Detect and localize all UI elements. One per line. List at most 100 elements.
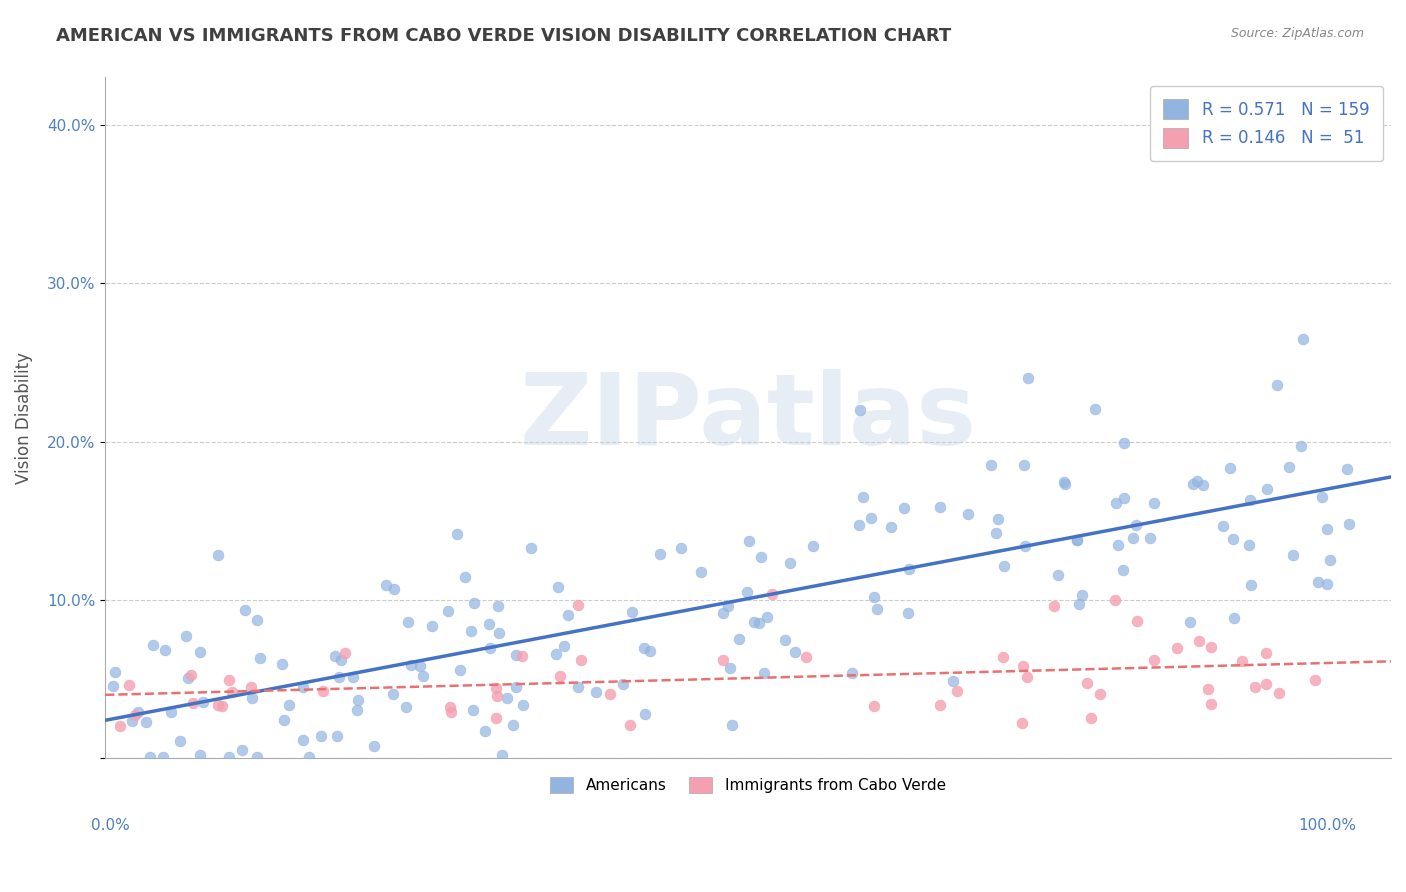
Point <box>335 646 357 660</box>
Point <box>520 541 543 556</box>
Point <box>849 403 872 417</box>
Point <box>207 548 229 562</box>
Point <box>862 590 884 604</box>
Point <box>1310 490 1333 504</box>
Point <box>1139 531 1161 545</box>
Point <box>717 599 740 613</box>
Point <box>449 663 471 677</box>
Point <box>399 658 422 673</box>
Point <box>1105 496 1128 510</box>
Point <box>718 661 741 675</box>
Point <box>1185 474 1208 488</box>
Point <box>1319 552 1341 566</box>
Point <box>1107 538 1129 552</box>
Point <box>711 653 734 667</box>
Point <box>1112 491 1135 505</box>
Point <box>633 641 655 656</box>
Point <box>1303 673 1326 687</box>
Point <box>439 706 461 720</box>
Point <box>880 520 903 534</box>
Point <box>1188 634 1211 648</box>
Point <box>754 665 776 680</box>
Point <box>291 733 314 747</box>
Point <box>218 673 240 687</box>
Legend: Americans, Immigrants from Cabo Verde: Americans, Immigrants from Cabo Verde <box>538 764 957 805</box>
Point <box>138 749 160 764</box>
Point <box>180 668 202 682</box>
Point <box>1076 675 1098 690</box>
Point <box>779 557 801 571</box>
Point <box>461 703 484 717</box>
Point <box>569 653 592 667</box>
Point <box>711 606 734 620</box>
Point <box>363 739 385 754</box>
Point <box>1256 483 1278 497</box>
Point <box>1067 597 1090 611</box>
Point <box>557 607 579 622</box>
Point <box>633 706 655 721</box>
Point <box>987 512 1010 526</box>
Point <box>986 525 1008 540</box>
Point <box>1181 477 1204 491</box>
Point <box>169 733 191 747</box>
Point <box>945 684 967 698</box>
Point <box>941 673 963 688</box>
Point <box>412 668 434 682</box>
Point <box>188 747 211 762</box>
Point <box>1084 402 1107 417</box>
Point <box>396 615 419 629</box>
Point <box>860 511 883 525</box>
Point <box>510 649 533 664</box>
Point <box>1223 610 1246 624</box>
Point <box>898 562 921 576</box>
Point <box>478 616 501 631</box>
Point <box>1166 641 1188 656</box>
Point <box>342 670 364 684</box>
Point <box>485 689 508 703</box>
Point <box>328 670 350 684</box>
Point <box>382 687 405 701</box>
Point <box>1046 568 1069 582</box>
Point <box>153 643 176 657</box>
Point <box>1143 496 1166 510</box>
Point <box>1112 563 1135 577</box>
Point <box>993 649 1015 664</box>
Point <box>1282 548 1305 562</box>
Point <box>291 680 314 694</box>
Point <box>1104 593 1126 607</box>
Point <box>193 695 215 709</box>
Point <box>1292 332 1315 346</box>
Point <box>1336 462 1358 476</box>
Point <box>1306 574 1329 589</box>
Point <box>738 534 761 549</box>
Point <box>841 666 863 681</box>
Point <box>1011 716 1033 731</box>
Point <box>485 711 508 725</box>
Point <box>446 526 468 541</box>
Point <box>460 624 482 638</box>
Point <box>1014 539 1036 553</box>
Point <box>638 644 661 658</box>
Point <box>502 717 524 731</box>
Y-axis label: Vision Disability: Vision Disability <box>15 351 32 483</box>
Point <box>721 718 744 732</box>
Point <box>271 657 294 672</box>
Point <box>181 697 204 711</box>
Point <box>1237 538 1260 552</box>
Point <box>233 602 256 616</box>
Point <box>505 680 527 694</box>
Point <box>783 645 806 659</box>
Point <box>928 698 950 713</box>
Point <box>1268 686 1291 700</box>
Point <box>124 708 146 723</box>
Point <box>1212 518 1234 533</box>
Point <box>1244 680 1267 694</box>
Point <box>980 458 1002 472</box>
Point <box>1066 533 1088 548</box>
Point <box>1239 492 1261 507</box>
Point <box>1199 640 1222 655</box>
Point <box>735 585 758 599</box>
Point <box>1017 371 1039 385</box>
Point <box>135 714 157 729</box>
Point <box>567 598 589 612</box>
